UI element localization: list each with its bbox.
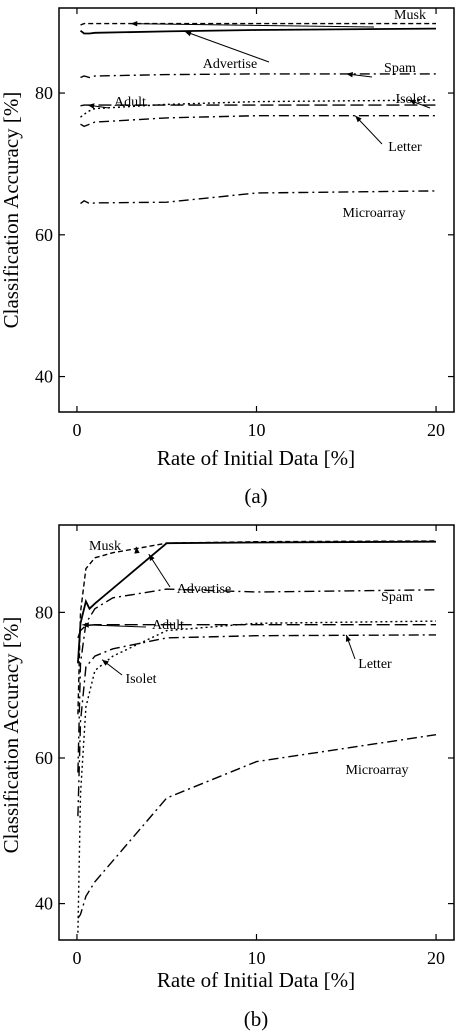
arrowhead-adult xyxy=(82,622,89,628)
series-line-spam xyxy=(77,588,437,773)
arrowhead-advertise xyxy=(184,31,192,37)
label-pointer-letter xyxy=(354,115,383,145)
series-line-spam xyxy=(80,73,436,79)
ticks-b: 0 10 20 40 60 80 xyxy=(35,525,454,968)
series-label-advertise: Advertise xyxy=(203,57,257,72)
y-tick-label: 60 xyxy=(35,225,53,245)
series-label-musk: Musk xyxy=(89,539,121,554)
panel-caption-b: (b) xyxy=(244,1007,269,1031)
label-pointer-musk xyxy=(130,23,375,28)
series-label-isolet: Isolet xyxy=(395,92,426,107)
arrowhead-letter xyxy=(355,115,362,123)
series-label-microarray: Microarray xyxy=(346,763,409,778)
arrowhead-isolet xyxy=(102,659,109,666)
y-tick-label: 40 xyxy=(35,367,53,387)
arrowhead-spam xyxy=(346,72,353,78)
y-tick-label: 40 xyxy=(35,894,53,914)
series-line-advertise xyxy=(79,27,437,35)
y-tick-label: 60 xyxy=(35,748,53,768)
x-tick-label: 20 xyxy=(427,420,445,440)
y-axis-title-b: Classification Accuracy [%] xyxy=(0,617,23,854)
arrowhead-musk xyxy=(134,546,140,554)
plot-frame-b xyxy=(58,524,455,941)
series-label-adult: Adult xyxy=(152,618,184,633)
x-tick-label: 20 xyxy=(427,948,445,968)
series-line-letter xyxy=(77,634,437,817)
series-label-letter: Letter xyxy=(358,657,392,672)
series-line-isolet xyxy=(77,620,437,933)
series-line-isolet xyxy=(80,99,437,118)
y-tick-label: 80 xyxy=(35,602,53,622)
arrowhead-musk xyxy=(130,21,138,27)
label-pointer-adult xyxy=(82,624,147,628)
x-tick-label: 0 xyxy=(72,420,81,440)
series-line-letter xyxy=(80,114,436,128)
x-tick-label: 10 xyxy=(248,948,266,968)
arrowhead-isolet xyxy=(409,99,417,105)
arrowhead-adult xyxy=(87,103,95,109)
x-tick-label: 10 xyxy=(248,420,266,440)
series-line-advertise xyxy=(77,540,437,664)
series-line-adult xyxy=(80,104,436,107)
series-label-letter: Letter xyxy=(388,140,422,155)
series-label-advertise: Advertise xyxy=(177,582,231,597)
chart-panel-b: Musk Advertise Spam Adult Isolet Letter Microa… xyxy=(0,524,455,1031)
x-axis-title-a: Rate of Initial Data [%] xyxy=(157,446,355,470)
series-label-microarray: Microarray xyxy=(343,206,406,221)
panel-caption-a: (a) xyxy=(244,484,267,508)
series-line-microarray xyxy=(80,190,437,205)
arrowhead-advertise xyxy=(148,554,155,561)
x-axis-title-b: Rate of Initial Data [%] xyxy=(157,968,355,992)
series-label-musk: Musk xyxy=(394,8,426,23)
y-tick-label: 80 xyxy=(35,83,53,103)
series-label-spam: Spam xyxy=(384,61,416,76)
series-line-microarray xyxy=(77,734,437,919)
y-axis-title-a: Classification Accuracy [%] xyxy=(0,92,23,329)
series-line-musk xyxy=(77,540,437,715)
arrowhead-letter xyxy=(345,634,351,642)
series-label-spam: Spam xyxy=(381,590,413,605)
series-lines-b: Musk Advertise Spam Adult Isolet Letter Microa… xyxy=(77,539,437,933)
label-pointer-advertise xyxy=(148,553,171,588)
label-pointer-advertise xyxy=(184,30,270,63)
x-tick-label: 0 xyxy=(72,948,81,968)
series-label-isolet: Isolet xyxy=(125,672,156,687)
ticks-a: 0 10 20 40 60 80 xyxy=(35,8,454,440)
